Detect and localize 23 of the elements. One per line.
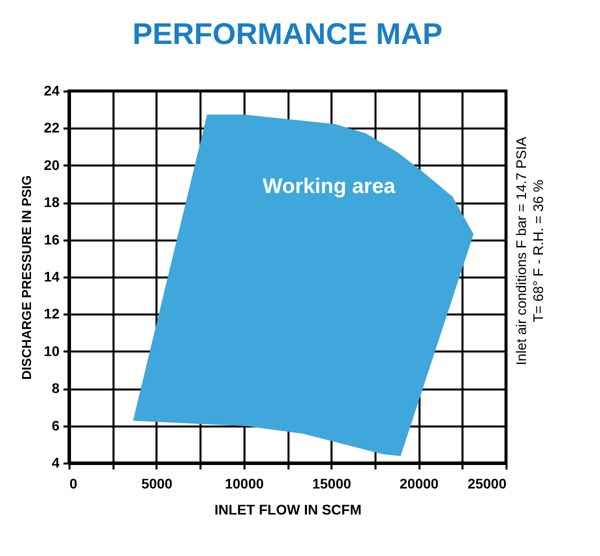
y-axis-title: DISCHARGE PRESSURE IN PSIG (18, 175, 34, 380)
y-tick-label: 8 (52, 380, 60, 396)
y-tick-label: 16 (44, 231, 60, 248)
y-tick-label: 18 (44, 194, 60, 210)
x-tick-label: 15000 (312, 476, 352, 492)
y-tick-label: 14 (44, 268, 60, 284)
text: Inlet air conditions F bar = 14.7 PSIA (513, 136, 529, 366)
chart-title: PERFORMANCE MAP (132, 18, 443, 51)
y-tick-label: 22 (44, 120, 60, 136)
x-tick-label: 5000 (141, 476, 173, 492)
y-tick-label: 6 (52, 417, 60, 434)
y-tick-label: 20 (44, 156, 60, 173)
y-tick-label: 10 (44, 342, 60, 359)
y-tick-label: 24 (44, 82, 60, 98)
x-axis-title: INLET FLOW IN SCFM (214, 502, 362, 518)
x-tick-label: 25000 (468, 476, 507, 492)
annotation: Working area (262, 175, 396, 198)
y-tick-label: 12 (44, 306, 60, 322)
y-tick-label: 4 (52, 454, 60, 470)
x-tick-label: 0 (70, 476, 78, 492)
x-tick-label: 10000 (224, 476, 264, 492)
x-tick-label: 20000 (400, 476, 439, 492)
text: T= 68° F - R.H. = 36 % (530, 180, 546, 322)
